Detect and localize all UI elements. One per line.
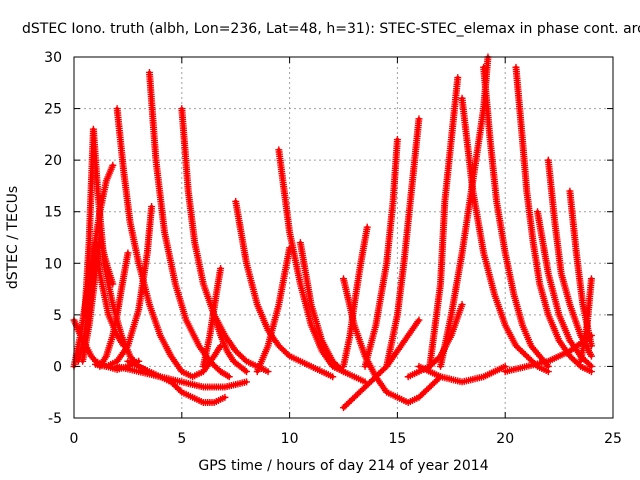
data-point — [241, 356, 249, 364]
data-point — [176, 387, 184, 395]
data-point — [242, 368, 250, 376]
chart-title: dSTEC Iono. truth (albh, Lon=236, Lat=48… — [22, 21, 640, 37]
data-point — [587, 342, 595, 350]
data-point — [242, 378, 250, 386]
y-tick-label: 20 — [44, 153, 62, 169]
series-18 — [296, 239, 347, 376]
y-tick-label: 30 — [44, 50, 62, 66]
data-point — [363, 223, 371, 231]
data-point — [217, 264, 225, 272]
data-point — [109, 280, 117, 288]
series-7 — [92, 203, 156, 370]
series-20 — [340, 223, 371, 370]
data-point — [587, 275, 595, 283]
series-23 — [383, 115, 423, 370]
x-axis-label: GPS time / hours of day 214 of year 2014 — [198, 458, 488, 474]
x-tick-label: 25 — [604, 431, 622, 447]
x-tick-label: 5 — [177, 431, 186, 447]
data-point — [458, 301, 466, 309]
data-series — [70, 53, 595, 412]
data-point — [329, 373, 337, 381]
data-point — [415, 316, 423, 324]
x-tick-label: 15 — [388, 431, 406, 447]
data-point — [587, 331, 595, 339]
y-tick-label: 5 — [53, 308, 62, 324]
data-point — [338, 366, 346, 374]
y-axis-label: dSTEC / TECUs — [5, 186, 21, 289]
series-35 — [415, 362, 509, 386]
x-tick-label: 20 — [496, 431, 514, 447]
series-29 — [512, 63, 595, 376]
series-8 — [113, 105, 225, 381]
series-6 — [96, 249, 132, 370]
data-point — [225, 373, 233, 381]
x-tick-label: 10 — [281, 431, 299, 447]
series-22 — [361, 136, 401, 370]
series-28 — [480, 63, 552, 370]
data-point — [415, 115, 423, 123]
axis-ticks: 0 5 10 15 20 25 -5 0 5 10 15 20 25 30 — [44, 50, 622, 447]
series-5 — [70, 161, 117, 370]
x-tick-label: 0 — [70, 431, 79, 447]
series-14 — [210, 311, 250, 376]
y-tick-label: 25 — [44, 102, 62, 118]
y-tick-label: 15 — [44, 205, 62, 221]
data-point — [587, 352, 595, 360]
data-point — [284, 351, 292, 359]
y-tick-label: -5 — [48, 411, 62, 427]
data-point — [454, 74, 462, 82]
data-point — [148, 203, 156, 211]
data-point — [109, 161, 117, 169]
series-27 — [458, 94, 552, 376]
series-16 — [253, 244, 294, 376]
series-34 — [577, 275, 595, 365]
plot-frame — [73, 56, 614, 419]
series-17 — [275, 146, 369, 386]
data-point — [124, 249, 132, 257]
data-point — [221, 393, 229, 401]
series-25 — [426, 74, 462, 370]
data-point — [575, 361, 583, 369]
y-tick-label: 0 — [53, 359, 62, 375]
data-point — [587, 362, 595, 370]
data-point — [393, 136, 401, 144]
data-point — [264, 368, 272, 376]
series-15 — [232, 197, 337, 381]
series-10 — [124, 357, 229, 407]
y-tick-label: 10 — [44, 256, 62, 272]
data-point — [501, 362, 509, 370]
data-point — [586, 361, 594, 369]
data-point — [241, 366, 249, 374]
series-11 — [113, 362, 250, 391]
series-12 — [178, 105, 272, 376]
